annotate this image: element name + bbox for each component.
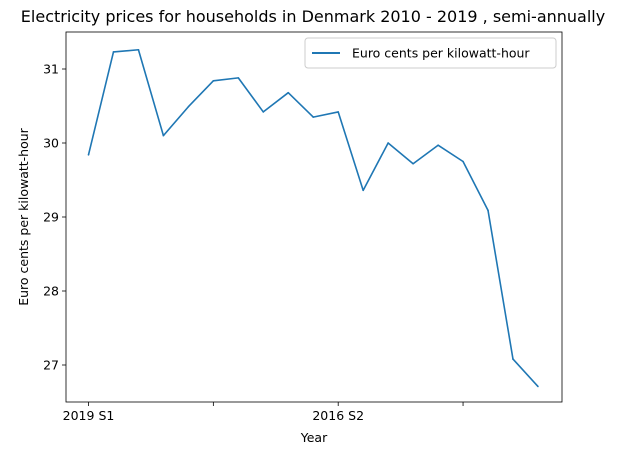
data-point — [287, 91, 290, 94]
legend: Euro cents per kilowatt-hour — [304, 37, 557, 69]
x-axis-label: Year — [300, 430, 328, 445]
data-point — [212, 80, 215, 82]
data-point — [187, 105, 190, 108]
series-line — [87, 48, 539, 387]
data-point — [362, 189, 364, 192]
plot-frame — [65, 31, 563, 403]
x-tick-label: 2016 S2 — [312, 408, 364, 423]
legend-box — [304, 37, 557, 69]
data-point — [512, 358, 514, 360]
data-point — [387, 142, 389, 144]
data-point — [237, 77, 240, 79]
data-point — [312, 116, 315, 118]
y-tick-label: 29 — [43, 210, 59, 225]
chart-title: Electricity prices for households in Den… — [21, 7, 605, 26]
y-tick-label: 27 — [43, 358, 59, 373]
data-point — [162, 134, 165, 137]
y-tick-label: 30 — [43, 136, 59, 151]
data-point — [337, 111, 340, 113]
data-point — [137, 48, 140, 51]
y-axis-label: Euro cents per kilowatt-hour — [16, 127, 31, 305]
data-point — [112, 51, 115, 53]
y-tick-label: 31 — [43, 62, 59, 77]
x-tick-label: 2019 S1 — [63, 408, 115, 423]
data-point — [87, 154, 90, 156]
legend-entry: Euro cents per kilowatt-hour — [352, 46, 530, 61]
data-point — [462, 160, 464, 163]
data-point — [537, 385, 539, 388]
data-point — [437, 144, 439, 147]
data-point — [262, 111, 265, 113]
plot-area — [87, 48, 539, 388]
data-point — [412, 162, 414, 165]
y-tick-label: 28 — [43, 284, 59, 299]
data-point — [487, 209, 489, 212]
